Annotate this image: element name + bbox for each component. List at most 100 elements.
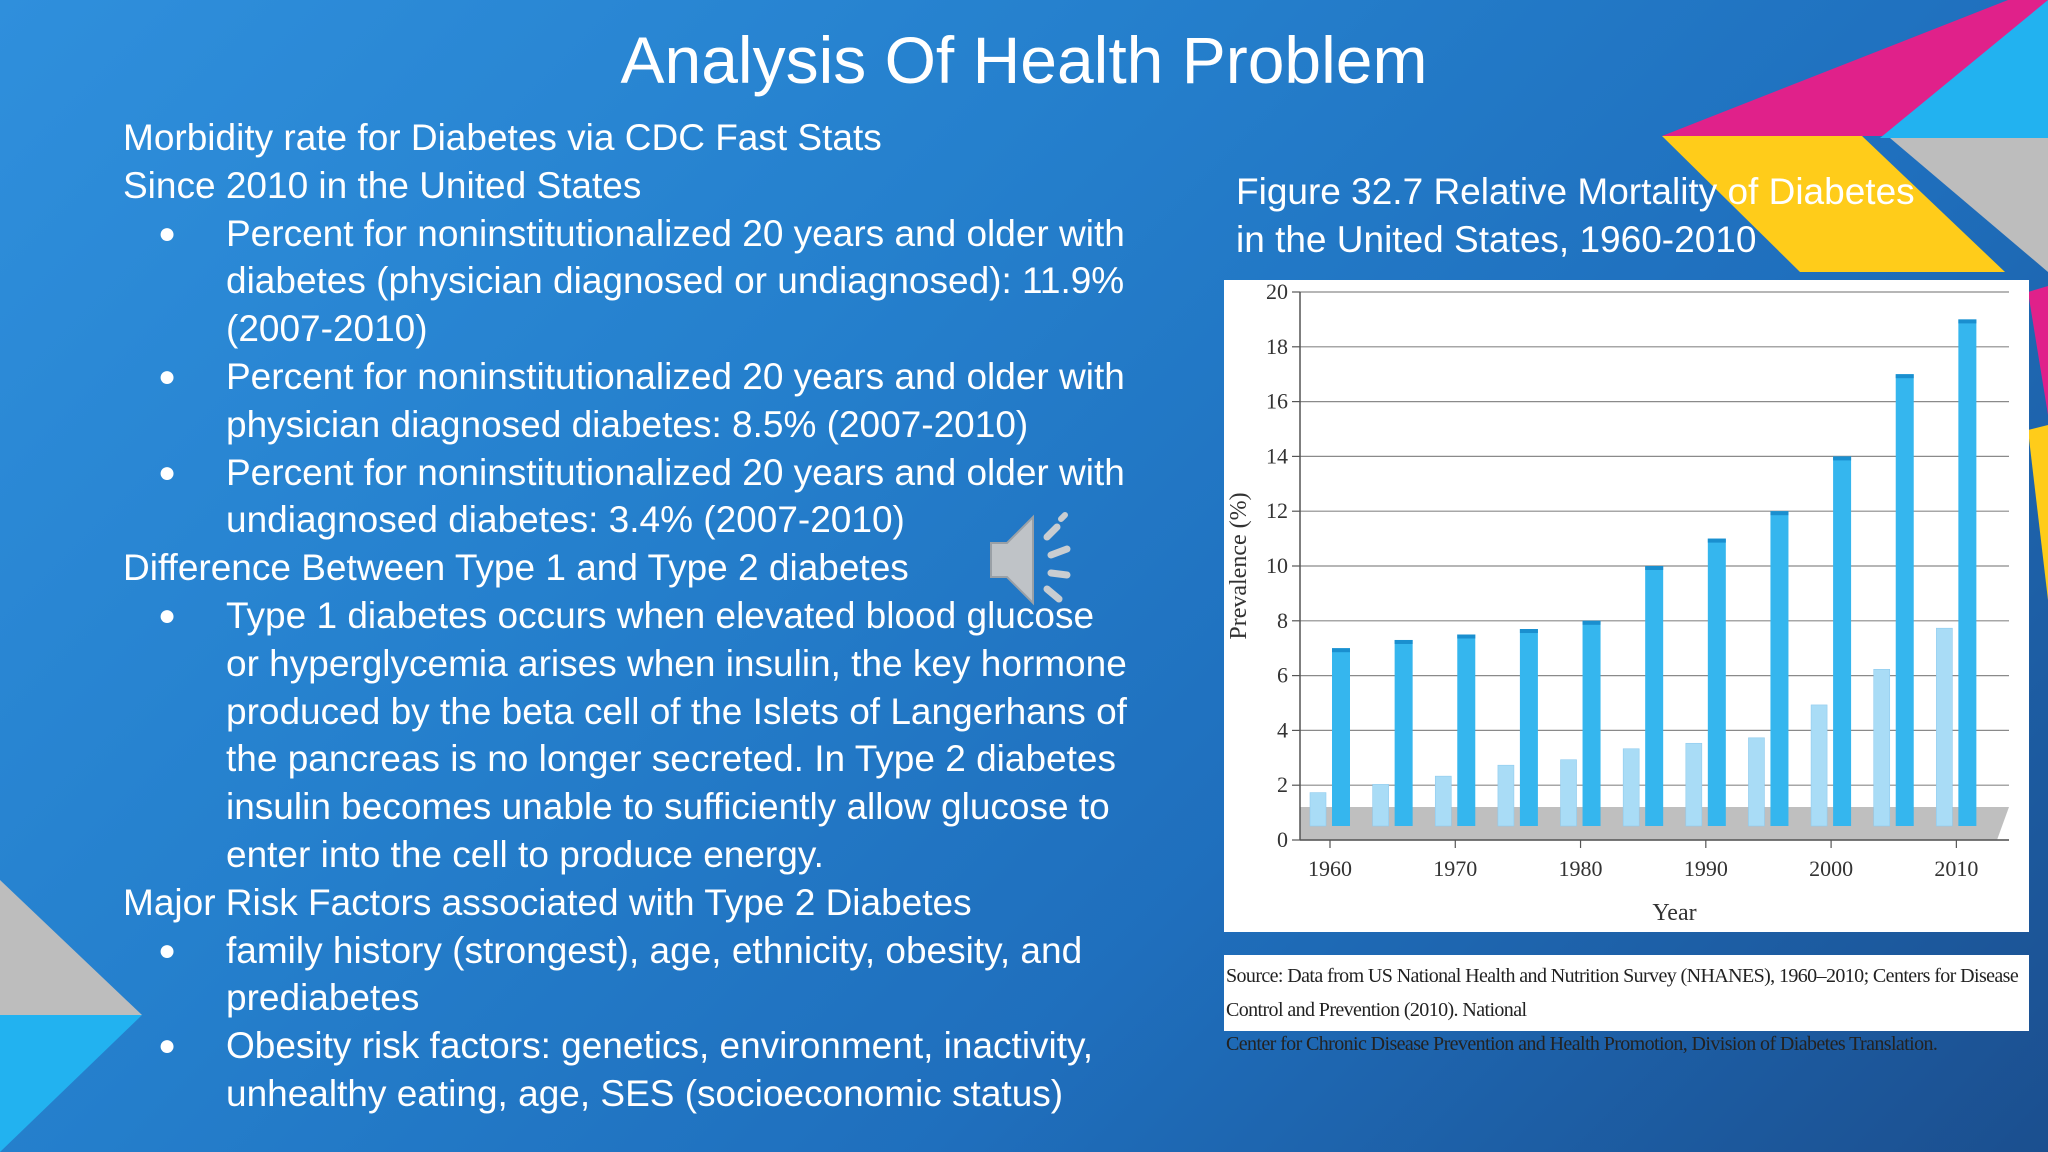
bar-dark xyxy=(1332,648,1350,826)
bar-dark-cap xyxy=(1833,456,1852,461)
figure-caption-line: Figure 32.7 Relative Mortality of Diabet… xyxy=(1236,171,1915,212)
bullet-line: (2007-2010) xyxy=(226,308,428,350)
bullet-line: unhealthy eating, age, SES (socioeconomi… xyxy=(226,1072,1064,1114)
bullet-item: ● Percent for noninstitutionalized 20 ye… xyxy=(123,210,1213,353)
bar-dark-cap xyxy=(1958,319,1977,324)
chart-panel: 0 2 4 6 8 10 12 14 16 18 20 1960 1970 1980 1990 2000 201… xyxy=(1224,280,2029,932)
bar-dark xyxy=(1707,538,1726,826)
y-tick-label: 8 xyxy=(1277,608,1288,633)
bullet-line: Percent for noninstitutionalized 20 year… xyxy=(226,212,1125,254)
section-heading: Major Risk Factors associated with Type … xyxy=(123,881,972,923)
x-tick-label: 1960 xyxy=(1308,856,1352,881)
bar-dark xyxy=(1895,374,1914,826)
bullet-dot: ● xyxy=(158,455,177,489)
bar-dark xyxy=(1519,629,1538,826)
bar-dark-cap xyxy=(1332,648,1350,653)
cyan-corner-shape xyxy=(0,1015,142,1152)
bullet-line: insulin becomes unable to sufficiently a… xyxy=(226,786,1110,828)
y-tick-label: 6 xyxy=(1277,663,1288,688)
bar-light xyxy=(1622,748,1640,827)
bullet-line: Obesity risk factors: genetics, environm… xyxy=(226,1025,1094,1067)
bar-dark-cap xyxy=(1645,566,1664,570)
y-tick-label: 10 xyxy=(1266,553,1288,578)
bullet-line: Percent for noninstitutionalized 20 year… xyxy=(226,451,1125,493)
bar-light xyxy=(1748,737,1765,827)
grey-accent-shape xyxy=(1890,138,2048,272)
bullet-line: physician diagnosed diabetes: 8.5% (2007… xyxy=(226,403,1029,445)
bullet-line: Percent for noninstitutionalized 20 year… xyxy=(226,355,1125,397)
y-tick-label: 0 xyxy=(1277,827,1288,852)
cyan-accent-shape xyxy=(1880,0,2048,138)
y-tick-label: 20 xyxy=(1266,280,1288,304)
bar-dark xyxy=(1394,639,1413,826)
bar-dark-cap xyxy=(1519,629,1538,634)
source-line: Center for Chronic Disease Prevention an… xyxy=(1226,1033,1938,1055)
bullet-dot: ● xyxy=(158,598,177,632)
bullet-line: enter into the cell to produce energy. xyxy=(226,833,824,875)
bar-light xyxy=(1873,668,1891,827)
pink-edge-shape xyxy=(2028,286,2048,415)
bullet-line: diabetes (physician diagnosed or undiagn… xyxy=(226,260,1125,302)
bar-dark xyxy=(1645,566,1664,826)
bar-light xyxy=(1497,764,1515,827)
bullet-line: the pancreas is no longer secreted. In T… xyxy=(226,738,1116,780)
figure-caption-line: in the United States, 1960-2010 xyxy=(1236,219,1757,260)
x-tick-label: 1980 xyxy=(1559,856,1603,881)
bar-chart: 0 2 4 6 8 10 12 14 16 18 20 1960 1970 1980 1990 2000 201… xyxy=(1226,280,2009,926)
bar-dark xyxy=(1582,620,1601,826)
yellow-accent-shape xyxy=(1662,136,2005,272)
x-axis-title: Year xyxy=(1652,900,1696,926)
y-tick-label: 18 xyxy=(1266,334,1288,359)
bar-light xyxy=(1810,704,1828,827)
y-tick-label: 14 xyxy=(1266,443,1288,468)
bar-dark xyxy=(1770,511,1789,826)
bar-light xyxy=(1434,775,1452,827)
y-tick-label: 16 xyxy=(1266,389,1288,414)
bar-dark-cap xyxy=(1895,374,1914,379)
bar-dark-cap xyxy=(1394,639,1413,644)
bar-dark-cap xyxy=(1770,511,1789,516)
speaker-icon[interactable] xyxy=(985,505,1085,615)
bullet-line: Type 1 diabetes occurs when elevated blo… xyxy=(226,594,1095,636)
figure-caption: Figure 32.7 Relative Mortality of Diabet… xyxy=(1236,168,1996,264)
bar-light xyxy=(1560,759,1577,827)
bullet-line: produced by the beta cell of the Islets … xyxy=(226,690,1127,732)
x-tick-label: 2010 xyxy=(1934,856,1978,881)
x-tick-label: 2000 xyxy=(1809,856,1853,881)
y-axis-title: Prevalence (%) xyxy=(1226,492,1252,639)
bar-dark-cap xyxy=(1582,620,1601,625)
x-tick-label: 1970 xyxy=(1433,856,1477,881)
bullet-dot: ● xyxy=(158,1029,177,1063)
y-tick-label: 2 xyxy=(1277,772,1288,797)
bullet-item: ● Type 1 diabetes occurs when elevated b… xyxy=(123,592,1213,879)
body-text: Morbidity rate for Diabetes via CDC Fast… xyxy=(123,114,1213,1118)
section-heading: Morbidity rate for Diabetes via CDC Fast… xyxy=(123,117,882,158)
bar-dark xyxy=(1833,456,1852,826)
section-heading: Difference Between Type 1 and Type 2 dia… xyxy=(123,547,909,589)
bullet-line: or hyperglycemia arises when insulin, th… xyxy=(226,642,1127,684)
y-tick-label: 4 xyxy=(1277,717,1288,742)
bullet-dot: ● xyxy=(158,933,177,967)
bullet-item: ● Percent for noninstitutionalized 20 ye… xyxy=(123,449,1213,545)
y-tick-label: 12 xyxy=(1266,498,1288,523)
bullet-line: undiagnosed diabetes: 3.4% (2007-2010) xyxy=(226,499,905,541)
yellow-edge-shape xyxy=(2028,425,2048,600)
source-line: Source: Data from US National Health and… xyxy=(1226,965,2019,1021)
section-heading: Since 2010 in the United States xyxy=(123,164,642,206)
bar-light xyxy=(1309,792,1327,827)
slide-title: Analysis Of Health Problem xyxy=(620,23,1428,97)
bullet-dot: ● xyxy=(158,359,177,393)
source-note: Source: Data from US National Health and… xyxy=(1224,955,2029,1055)
bullet-item: ● Percent for noninstitutionalized 20 ye… xyxy=(123,353,1213,449)
bar-light xyxy=(1685,742,1703,827)
grey-corner-shape xyxy=(0,880,142,1015)
bar-dark xyxy=(1457,634,1476,826)
bullet-line: family history (strongest), age, ethnici… xyxy=(226,929,1083,971)
bar-dark-cap xyxy=(1707,538,1726,543)
bullet-dot: ● xyxy=(158,216,177,250)
bar-dark xyxy=(1958,319,1977,826)
bullet-item: ● family history (strongest), age, ethni… xyxy=(123,927,1213,1023)
bar-light xyxy=(1372,784,1389,827)
